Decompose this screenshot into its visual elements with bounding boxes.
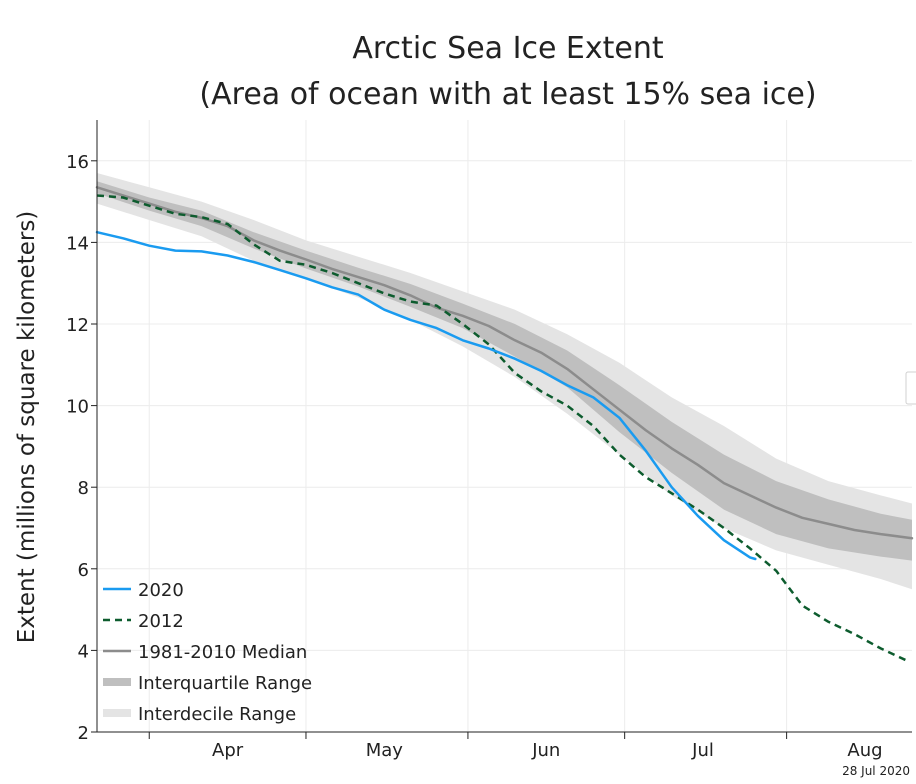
- series-line-2020: [95, 230, 757, 561]
- interquartile-range-band: [97, 181, 912, 561]
- date-stamp: 28 Jul 2020: [842, 764, 910, 778]
- y-tick-label: 6: [78, 560, 89, 581]
- hover-button[interactable]: [905, 371, 916, 405]
- y-axis-label: Extent (millions of square kilometers): [14, 211, 40, 644]
- legend-label-2012: 2012: [138, 611, 184, 632]
- series-line-1981-2010-median: [95, 186, 914, 540]
- y-tick-label: 8: [78, 478, 89, 499]
- x-tick-label: Jun: [531, 740, 560, 761]
- y-tick-label: 14: [66, 233, 89, 254]
- y-tick-label: 10: [66, 397, 89, 418]
- y-tick-label: 16: [66, 152, 89, 173]
- legend-label-2020: 2020: [138, 580, 184, 601]
- chart-subtitle: (Area of ocean with at least 15% sea ice…: [199, 77, 816, 112]
- series-line-2012: [96, 194, 908, 662]
- x-tick-label: Apr: [212, 740, 244, 761]
- y-tick-label: 2: [78, 723, 89, 744]
- y-tick-label: 12: [66, 315, 89, 336]
- x-tick-label: May: [366, 740, 404, 761]
- y-tick-label: 4: [78, 641, 89, 662]
- legend-label-1981-2010-median: 1981-2010 Median: [138, 642, 307, 663]
- x-tick-label: Jul: [691, 740, 714, 761]
- legend-label-interquartile-range: Interquartile Range: [138, 673, 312, 694]
- x-tick-label: Aug: [847, 740, 882, 761]
- legend-label-interdecile-range: Interdecile Range: [138, 704, 296, 725]
- chart-title: Arctic Sea Ice Extent: [352, 31, 664, 66]
